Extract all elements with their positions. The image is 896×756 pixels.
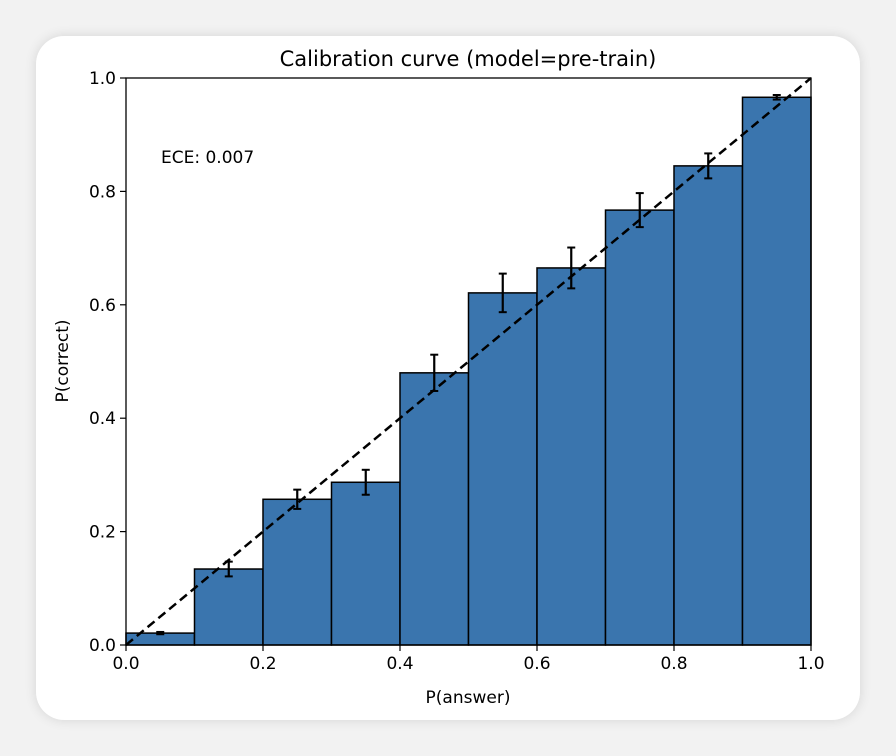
chart-title: Calibration curve (model=pre-train) <box>280 47 657 71</box>
bar-bin-9 <box>741 96 812 646</box>
y-tick-label: 0.2 <box>89 523 116 543</box>
ece-annotation: ECE: 0.007 <box>161 148 254 168</box>
error-bar-5 <box>498 272 507 314</box>
x-tick-label: 0.2 <box>249 654 276 674</box>
x-tick-label: 0.4 <box>386 654 413 674</box>
bar-bin-4 <box>399 372 470 646</box>
x-tick-label: 0.6 <box>523 654 550 674</box>
bar-bin-5 <box>467 292 538 646</box>
bar-bin-8 <box>673 165 744 646</box>
perfect-calibration-line <box>125 77 812 646</box>
bar-bin-3 <box>330 481 401 646</box>
y-tick-label: 0.0 <box>89 636 116 656</box>
bar-bin-1 <box>193 568 264 646</box>
error-bar-3 <box>361 468 370 496</box>
x-axis-label: P(answer) <box>426 688 511 708</box>
y-tick-label: 0.6 <box>89 296 116 316</box>
error-bar-6 <box>567 246 576 290</box>
error-bar-7 <box>635 192 644 229</box>
x-tick-label: 0.8 <box>660 654 687 674</box>
x-tick-label: 0.0 <box>112 654 139 674</box>
bar-bin-2 <box>262 498 333 646</box>
bar-bin-6 <box>536 267 607 646</box>
plot-frame <box>125 77 812 646</box>
x-tick-label: 1.0 <box>797 654 824 674</box>
error-bar-8 <box>704 152 713 180</box>
error-bar-9 <box>772 94 781 101</box>
y-tick-label: 0.8 <box>89 182 116 202</box>
y-tick-label: 0.4 <box>89 409 116 429</box>
error-bar-2 <box>293 488 302 510</box>
y-tick-label: 1.0 <box>89 69 116 89</box>
bar-bin-7 <box>604 209 675 646</box>
error-bar-0 <box>156 630 165 636</box>
y-axis-label: P(correct) <box>53 319 73 402</box>
